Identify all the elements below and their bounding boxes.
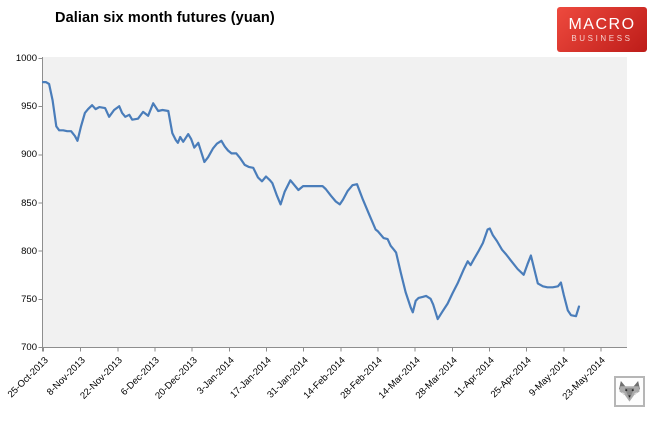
y-axis-label: 800 <box>21 245 37 257</box>
wolf-head-graphic <box>618 380 641 402</box>
chart-title: Dalian six month futures (yuan) <box>55 10 275 26</box>
logo-text-macro: MACRO <box>568 15 636 33</box>
macrobusiness-logo: MACRO BUSINESS <box>557 7 647 52</box>
wolf-logo-icon <box>614 376 645 407</box>
y-axis-label: 1000 <box>15 53 37 64</box>
y-axis-label: 700 <box>21 342 37 353</box>
y-axis-label: 950 <box>21 101 37 113</box>
y-axis-label: 850 <box>21 197 37 209</box>
y-axis-label: 900 <box>21 149 37 161</box>
logo-text-business: BUSINESS <box>571 33 633 43</box>
chart-canvas: { "header": { "title": "Dalian six month… <box>5 7 647 407</box>
futures-price-line <box>41 80 581 321</box>
line-chart-svg <box>38 57 627 352</box>
y-axis-label: 750 <box>21 293 37 305</box>
